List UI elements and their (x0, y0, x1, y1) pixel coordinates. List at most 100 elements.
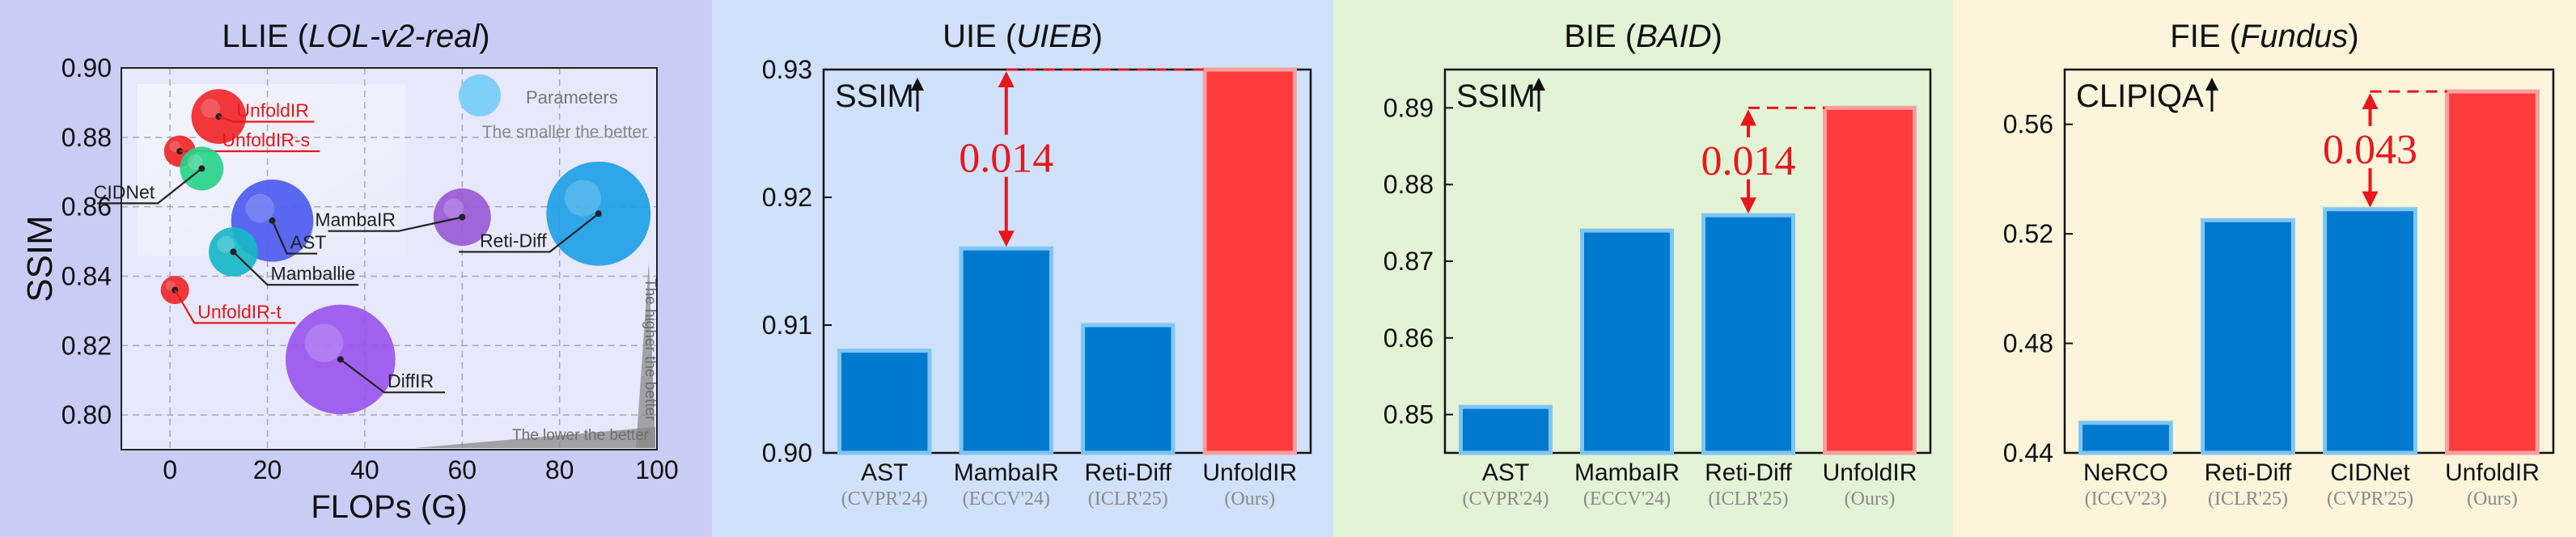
bar-category-3-2: CIDNet (2330, 459, 2410, 486)
bar-venue-2-2: (ICLR'25) (1709, 488, 1789, 510)
bar-venue-3-0: (ICCV'23) (2085, 488, 2167, 510)
llie-xtick-1: 20 (253, 455, 282, 484)
bar-ytick-2-0: 0.85 (1383, 400, 1434, 429)
bar-ytick-2-1: 0.86 (1383, 323, 1434, 353)
bar-venue-3-2: (CVPR'25) (2327, 488, 2413, 510)
bar-annotation-text-2: 0.014 (1701, 138, 1796, 184)
llie-ytick-2: 0.84 (61, 261, 112, 290)
bar-venue-2-0: (CVPR'24) (1462, 488, 1549, 510)
llie-ylabel: SSIM (20, 215, 60, 302)
bar-2-1 (1580, 228, 1674, 455)
bar-venue-3-1: (ICLR'25) (2208, 488, 2288, 510)
bar-annotation-text-3: 0.043 (2323, 127, 2417, 173)
bar-1-0 (837, 349, 932, 455)
llie-leader-8 (340, 358, 445, 394)
llie-xtick-2: 40 (350, 455, 379, 484)
bar-chart-1: UIE (UIEB) AST(CVPR'24) MambaIR(ECCV'24) Re… (712, 0, 1333, 537)
bar-3-0 (2078, 421, 2173, 455)
bar-venue-3-3: (Ours) (2467, 488, 2518, 510)
bar-ytick-1-0: 0.90 (762, 438, 812, 467)
bar-chart-2: BIE (BAID) AST(CVPR'24) MambaIR(ECCV'24) Re… (1333, 0, 1953, 537)
llie-higher-note: The higher the better (642, 278, 659, 421)
bar-1-3 (1202, 67, 1297, 455)
bar-category-2-3: UnfoldIR (1823, 459, 1917, 486)
llie-point-label-6: Mamballie (271, 263, 356, 284)
llie-leader-3 (271, 220, 318, 255)
bar-venue-1-1: (ECCV'24) (963, 488, 1050, 510)
llie-legend-bubble (459, 74, 501, 116)
bar-ytick-3-0: 0.44 (2003, 438, 2053, 467)
llie-lower-note: The lower the better (512, 427, 650, 444)
llie-ytick-4: 0.88 (61, 123, 112, 152)
llie-ytick-0: 0.80 (61, 400, 112, 429)
bar-2-2 (1701, 213, 1795, 455)
bar-ytick-2-4: 0.89 (1383, 93, 1434, 122)
bar-ytick-3-3: 0.56 (2003, 110, 2053, 139)
llie-leader-6 (232, 251, 359, 286)
bar-ytick-2-3: 0.88 (1383, 170, 1434, 199)
llie-xtick-4: 80 (545, 455, 574, 484)
llie-xlabel: FLOPs (G) (311, 489, 467, 525)
llie-legend-note: The smaller the better (482, 123, 647, 142)
llie-ytick-3: 0.86 (61, 192, 112, 222)
llie-point-label-1: UnfoldIR-s (222, 129, 310, 150)
bar-2-0 (1459, 404, 1553, 455)
bar-metric-label-2: SSIM (1456, 78, 1536, 114)
panel-title-1: UIE (UIEB) (943, 19, 1103, 54)
bar-plot-frame-3 (2063, 68, 2555, 455)
llie-leader-0 (218, 116, 315, 123)
bar-category-1-1: MambaIR (954, 459, 1059, 486)
bar-3-3 (2445, 89, 2540, 455)
bar-1-1 (959, 246, 1053, 455)
llie-xtick-0: 0 (163, 455, 177, 484)
bar-category-3-1: Reti-Diff (2205, 459, 2292, 486)
llie-legend-label: Parameters (526, 87, 618, 108)
llie-point-label-0: UnfoldIR (236, 100, 308, 121)
llie-leader-4 (328, 216, 463, 232)
bar-annotation-bg-3 (2316, 125, 2424, 168)
llie-point-label-5: Reti-Diff (480, 230, 547, 251)
llie-leader-5 (459, 213, 600, 253)
llie-point-label-3: AST (290, 232, 327, 253)
bar-1-2 (1081, 323, 1176, 455)
bar-venue-1-3: (Ours) (1224, 488, 1275, 510)
bar-ytick-2-2: 0.87 (1383, 247, 1434, 276)
bar-venue-1-0: (CVPR'24) (841, 488, 928, 510)
bar-ytick-1-3: 0.93 (762, 55, 812, 84)
llie-leader-7 (174, 290, 296, 324)
bar-ytick-3-2: 0.52 (2003, 219, 2053, 248)
bar-3-1 (2201, 218, 2295, 455)
bar-3-2 (2323, 207, 2417, 455)
llie-higher-arrow-shape (636, 262, 655, 448)
llie-point-label-4: MambaIR (315, 209, 396, 230)
bar-category-2-1: MambaIR (1574, 459, 1680, 486)
bar-category-2-0: AST (1482, 459, 1529, 486)
bar-category-1-3: UnfoldIR (1202, 459, 1297, 486)
llie-xtick-5: 100 (635, 455, 678, 484)
bar-annotation-bg-1 (952, 134, 1060, 177)
llie-bubble-chart: LLIE (LOL-v2-real) The higher the better T… (0, 0, 712, 537)
bar-venue-2-1: (ECCV'24) (1583, 488, 1671, 510)
bar-chart-3: FIE (Fundus) NeRCO(ICCV'23) Reti-Diff(ICLR… (1953, 0, 2576, 537)
llie-plot-frame (121, 67, 658, 450)
bar-2-3 (1823, 105, 1917, 455)
bar-venue-1-2: (ICLR'25) (1088, 488, 1168, 510)
bar-ytick-1-2: 0.92 (762, 183, 812, 212)
bar-category-1-0: AST (861, 459, 908, 486)
bar-ytick-3-1: 0.48 (2003, 329, 2053, 358)
llie-leader-2 (97, 167, 202, 205)
bar-annotation-bg-2 (1695, 137, 1802, 180)
bar-category-1-2: Reti-Diff (1084, 459, 1171, 486)
llie-ytick-1: 0.82 (61, 331, 112, 360)
bar-metric-label-1: SSIM (835, 78, 914, 114)
llie-xtick-3: 60 (447, 455, 477, 484)
llie-point-label-7: UnfoldIR-t (197, 301, 282, 322)
bar-category-3-0: NeRCO (2083, 459, 2168, 486)
bar-category-2-2: Reti-Diff (1705, 459, 1792, 486)
llie-ytick-5: 0.90 (61, 53, 112, 82)
llie-point-label-8: DiffIR (388, 370, 434, 391)
llie-lower-arrow-shape (414, 427, 655, 448)
panel-title-3: FIE (Fundus) (2170, 19, 2358, 54)
bar-metric-label-3: CLIPIQA (2076, 78, 2204, 114)
